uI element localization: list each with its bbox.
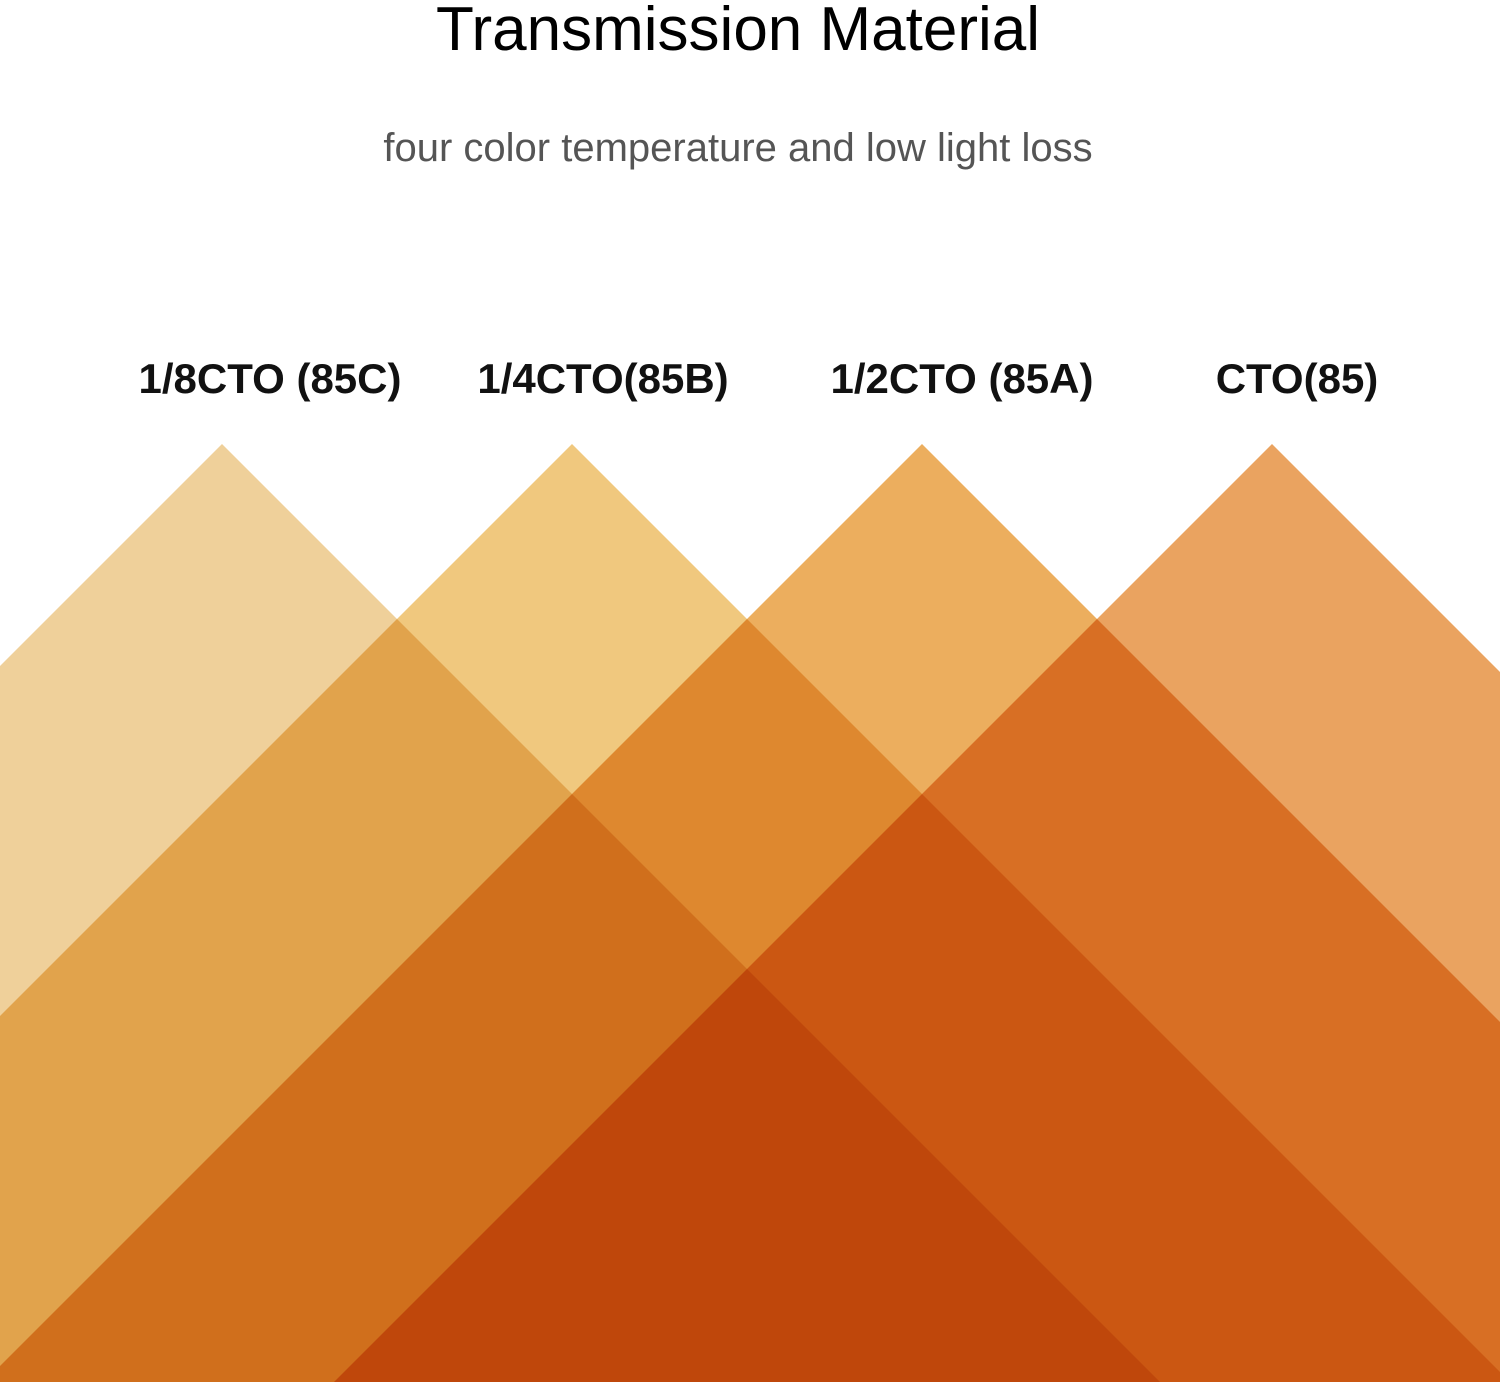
filter-shapes bbox=[0, 444, 1500, 1382]
subtitle: four color temperature and low light los… bbox=[383, 126, 1092, 170]
title: Transmission Material bbox=[436, 0, 1040, 64]
filter-shape bbox=[334, 444, 1500, 1382]
filter-label: 1/4CTO(85B) bbox=[477, 355, 728, 402]
filter-label: CTO(85) bbox=[1216, 355, 1379, 402]
filter-label: 1/8CTO (85C) bbox=[139, 355, 402, 402]
filter-label: 1/2CTO (85A) bbox=[831, 355, 1094, 402]
